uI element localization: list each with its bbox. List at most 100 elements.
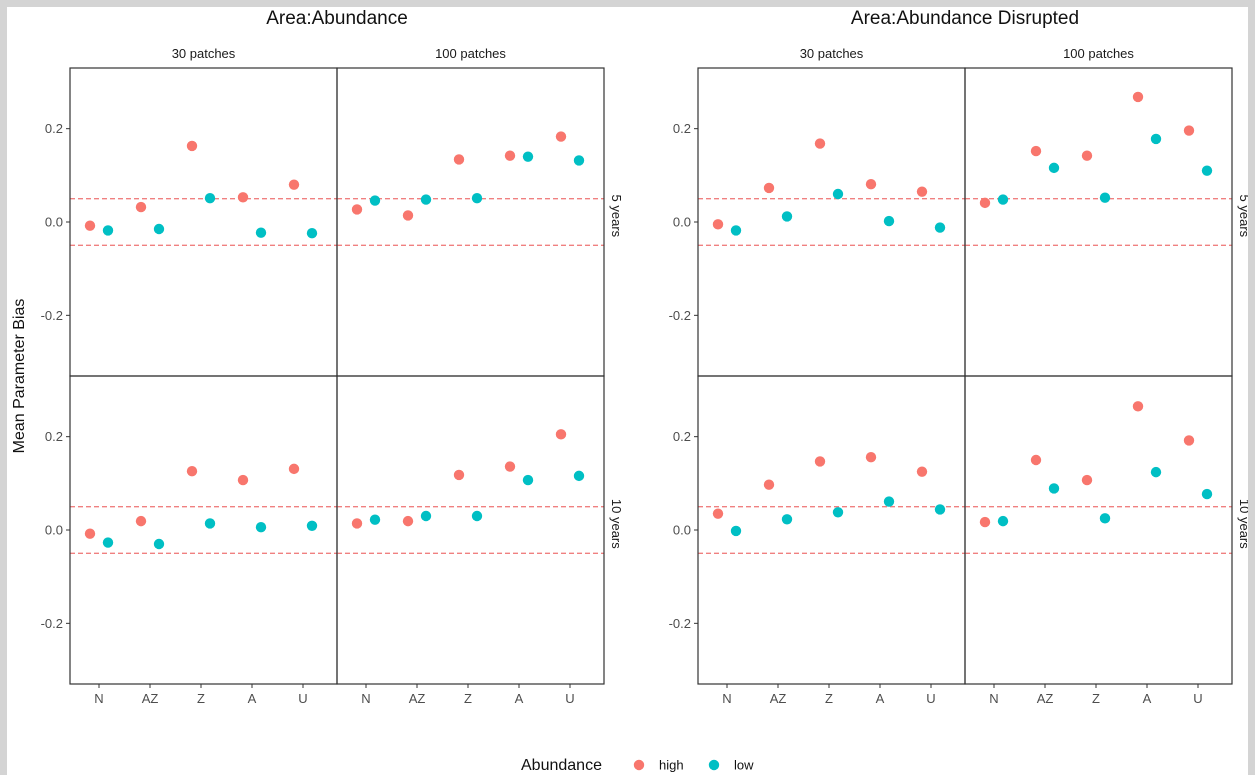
y-tick-label: 0.0	[673, 215, 691, 230]
column-strip-label: 30 patches	[172, 46, 236, 61]
data-point-low	[730, 525, 742, 537]
data-point-high	[1183, 125, 1195, 136]
data-point-low	[255, 227, 267, 238]
data-point-high	[1030, 454, 1042, 466]
data-point-high	[1030, 145, 1042, 157]
x-tick-label: AZ	[1037, 691, 1054, 706]
data-point-high	[453, 154, 465, 165]
data-point-high	[814, 138, 826, 149]
data-point-high	[186, 466, 198, 477]
y-tick-label: 0.2	[45, 121, 63, 136]
y-axis-label: Mean Parameter Bias	[11, 299, 28, 454]
plot-title: Area:Abundance Disrupted	[851, 8, 1079, 29]
data-point-high	[84, 528, 96, 539]
data-point-high	[1081, 474, 1093, 486]
data-point-low	[369, 514, 381, 525]
data-point-high	[712, 219, 724, 230]
legend-key-low	[708, 759, 720, 771]
y-tick-label: 0.2	[45, 429, 63, 444]
y-tick-label: -0.2	[41, 308, 63, 323]
data-point-low	[997, 515, 1009, 527]
data-point-high	[916, 466, 928, 477]
data-point-low	[102, 537, 114, 548]
data-point-high	[1132, 401, 1144, 412]
data-point-low	[255, 522, 267, 533]
data-point-low	[883, 215, 895, 227]
x-tick-label: AZ	[770, 691, 787, 706]
y-tick-label: 0.0	[45, 523, 63, 538]
data-point-low	[781, 514, 793, 525]
data-point-high	[1183, 435, 1195, 446]
data-point-low	[1201, 488, 1213, 500]
y-tick-label: -0.2	[669, 616, 691, 631]
x-tick-label: A	[1143, 691, 1152, 706]
data-point-high	[84, 220, 96, 231]
x-tick-label: A	[876, 691, 885, 706]
x-tick-label: Z	[825, 691, 833, 706]
chart-canvas: Mean Parameter Bias Area:Abundance 30 patc…	[7, 7, 1248, 775]
x-tick-label: U	[298, 691, 307, 706]
y-tick-label: 0.0	[45, 215, 63, 230]
data-point-high	[979, 197, 991, 209]
data-point-low	[1201, 165, 1213, 176]
legend-title: Abundance	[521, 757, 602, 774]
data-point-low	[573, 155, 585, 166]
panel-border	[69, 375, 338, 685]
y-tick-label: 0.2	[673, 429, 691, 444]
data-point-low	[306, 228, 318, 239]
y-tick-label: -0.2	[669, 308, 691, 323]
data-point-low	[934, 504, 946, 515]
panel-border	[697, 67, 966, 377]
data-point-low	[1099, 192, 1111, 203]
data-point-low	[522, 474, 534, 486]
x-tick-label: U	[926, 691, 935, 706]
data-point-high	[402, 515, 414, 527]
data-point-low	[1048, 483, 1060, 494]
data-point-high	[351, 518, 363, 529]
data-point-high	[979, 516, 991, 528]
data-point-low	[471, 193, 483, 204]
data-point-high	[712, 508, 724, 519]
x-tick-label: Z	[197, 691, 205, 706]
row-strip-label: 5 years	[1237, 195, 1248, 238]
panel-border	[336, 67, 605, 377]
data-point-high	[555, 131, 567, 142]
legend-key-high	[633, 759, 645, 771]
data-point-low	[153, 538, 165, 550]
data-point-low	[204, 518, 216, 529]
panel-border	[69, 67, 338, 377]
data-point-high	[453, 469, 465, 481]
panel-border	[964, 375, 1233, 685]
data-point-low	[522, 151, 534, 162]
data-point-low	[204, 193, 216, 204]
data-point-low	[102, 225, 114, 236]
data-point-low	[420, 194, 432, 205]
data-point-high	[504, 150, 516, 161]
data-point-low	[420, 510, 432, 522]
data-point-high	[1081, 150, 1093, 161]
column-strip-label: 100 patches	[1063, 46, 1134, 61]
x-tick-label: N	[94, 691, 103, 706]
data-point-high	[865, 452, 877, 463]
data-point-high	[288, 179, 300, 190]
data-point-high	[1132, 91, 1144, 103]
x-tick-label: AZ	[142, 691, 159, 706]
column-strip-label: 30 patches	[800, 46, 864, 61]
data-point-high	[351, 204, 363, 215]
data-point-high	[865, 179, 877, 190]
plot-title: Area:Abundance	[266, 8, 408, 29]
data-point-high	[504, 461, 516, 472]
y-tick-label: 0.0	[673, 523, 691, 538]
x-tick-label: A	[248, 691, 257, 706]
panel-border	[336, 375, 605, 685]
row-strip-label: 10 years	[1237, 499, 1248, 549]
panel-border	[964, 67, 1233, 377]
data-point-high	[402, 210, 414, 221]
data-point-low	[832, 507, 844, 518]
data-point-high	[288, 463, 300, 475]
data-point-low	[573, 470, 585, 482]
data-point-low	[997, 194, 1009, 205]
data-point-low	[153, 223, 165, 235]
data-point-low	[1099, 513, 1111, 524]
data-point-high	[237, 474, 249, 486]
